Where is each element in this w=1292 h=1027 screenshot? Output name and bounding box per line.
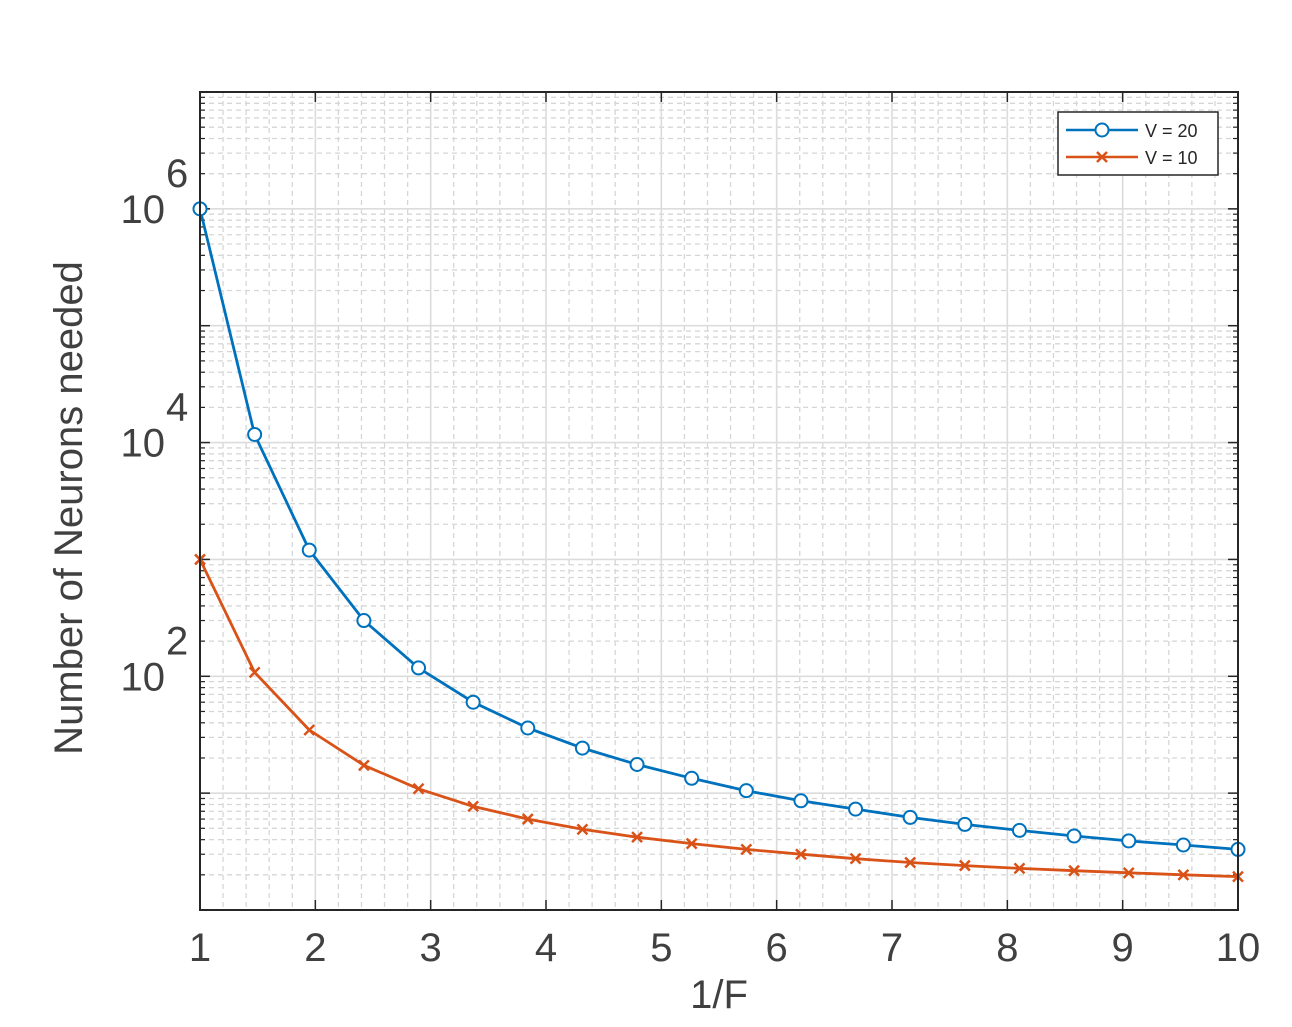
data-point-v20 <box>465 694 481 710</box>
data-point-v20 <box>520 720 536 736</box>
y-tick-label: 10 <box>121 188 166 232</box>
data-point-v20 <box>1011 822 1027 838</box>
data-point-v20 <box>957 816 973 832</box>
y-tick-label: 10 <box>121 655 166 699</box>
data-point-v10 <box>1013 862 1026 875</box>
data-point-v20 <box>684 770 700 786</box>
y-axis-label: Number of Neurons needed <box>47 261 91 755</box>
data-point-v20 <box>793 793 809 809</box>
series-line-v10 <box>198 558 1239 878</box>
data-point-v20 <box>629 756 645 772</box>
data-point-v10 <box>631 831 643 844</box>
legend: V = 20 V = 10 <box>1057 111 1219 176</box>
data-point-v10 <box>685 837 698 850</box>
data-point-v10 <box>958 859 971 872</box>
y-tick-label-exponent: 4 <box>166 386 188 430</box>
series-layer <box>192 201 1246 883</box>
y-tick-label-exponent: 6 <box>166 152 188 196</box>
data-point-v10 <box>467 800 480 813</box>
legend-marker-v10 <box>1096 151 1108 163</box>
data-point-v20 <box>356 613 372 629</box>
x-tick-label: 7 <box>881 926 903 970</box>
legend-box <box>1057 111 1219 176</box>
x-tick-label: 10 <box>1216 926 1261 970</box>
data-point-v10 <box>849 852 862 865</box>
x-tick-labels: 1 2 3 4 5 6 7 8 9 10 <box>189 926 1260 970</box>
data-point-v20 <box>411 660 427 676</box>
y-tick-label-exponent: 2 <box>166 619 188 663</box>
data-point-v10 <box>740 843 753 856</box>
x-tick-label: 4 <box>535 926 557 970</box>
plot-frame <box>199 91 1239 911</box>
data-point-v20 <box>738 783 754 799</box>
legend-label-v20: V = 20 <box>1145 121 1198 141</box>
data-point-v20 <box>848 801 864 817</box>
data-point-v20 <box>902 809 918 825</box>
plot-background <box>200 92 1238 910</box>
data-point-v10 <box>1122 866 1135 879</box>
data-point-v10 <box>521 813 534 825</box>
x-tick-label: 3 <box>420 926 442 970</box>
data-point-v20 <box>247 426 263 442</box>
x-tick-label: 5 <box>650 926 672 970</box>
series-line-v20 <box>198 208 1239 851</box>
data-point-v10 <box>303 724 316 736</box>
data-point-v20 <box>574 740 590 756</box>
data-point-v10 <box>1068 864 1080 877</box>
data-point-v20 <box>301 542 317 558</box>
data-point-v10 <box>412 782 425 795</box>
data-point-v10 <box>576 823 589 836</box>
data-point-v10 <box>904 856 917 869</box>
x-tick-label: 8 <box>996 926 1018 970</box>
data-point-v20 <box>1175 837 1191 853</box>
x-tick-label: 2 <box>304 926 326 970</box>
data-point-v20 <box>1066 828 1082 844</box>
legend-label-v10: V = 10 <box>1145 148 1198 168</box>
y-tick-label: 10 <box>121 422 166 466</box>
data-point-v10 <box>795 848 807 861</box>
data-point-v10 <box>248 666 261 679</box>
x-tick-label: 1 <box>189 926 211 970</box>
x-tick-label: 6 <box>766 926 788 970</box>
x-tick-label: 9 <box>1112 926 1134 970</box>
legend-marker-v20 <box>1094 122 1110 138</box>
data-point-v10 <box>1177 868 1190 881</box>
x-axis-label: 1/F <box>690 973 748 1017</box>
data-point-v10 <box>358 759 370 772</box>
data-point-v20 <box>1121 833 1137 849</box>
